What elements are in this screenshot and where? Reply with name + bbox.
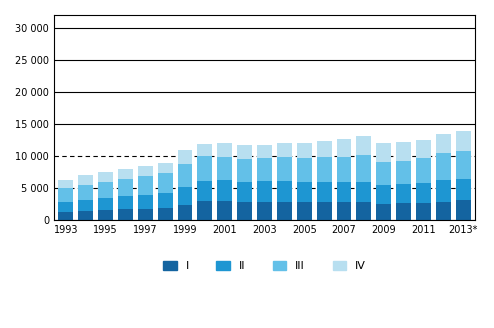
Bar [217, 157, 232, 180]
Legend: I, II, III, IV: I, II, III, IV [159, 256, 370, 276]
Bar [98, 198, 113, 210]
Bar [396, 184, 411, 203]
Bar [177, 164, 193, 187]
Bar [416, 183, 431, 203]
Bar [336, 202, 351, 220]
Bar [118, 178, 133, 196]
Bar [138, 166, 153, 176]
Bar [58, 179, 73, 189]
Bar [158, 193, 172, 208]
Bar [317, 141, 331, 157]
Bar [336, 157, 351, 182]
Bar [456, 131, 471, 151]
Bar [237, 159, 252, 182]
Bar [237, 182, 252, 202]
Bar [356, 202, 371, 220]
Bar [257, 145, 272, 158]
Bar [98, 173, 113, 182]
Bar [257, 181, 272, 202]
Bar [138, 195, 153, 209]
Bar [416, 158, 431, 183]
Bar [58, 202, 73, 212]
Bar [58, 212, 73, 220]
Bar [78, 211, 93, 220]
Bar [376, 143, 391, 162]
Bar [78, 200, 93, 211]
Bar [58, 189, 73, 202]
Bar [78, 175, 93, 185]
Bar [177, 205, 193, 220]
Bar [257, 202, 272, 220]
Bar [277, 157, 292, 181]
Bar [277, 181, 292, 202]
Bar [217, 143, 232, 157]
Bar [118, 196, 133, 209]
Bar [376, 203, 391, 220]
Bar [158, 163, 172, 174]
Bar [158, 174, 172, 193]
Bar [456, 200, 471, 220]
Bar [396, 161, 411, 184]
Bar [257, 158, 272, 181]
Bar [78, 185, 93, 200]
Bar [336, 182, 351, 202]
Bar [436, 202, 451, 220]
Bar [198, 201, 212, 220]
Bar [118, 209, 133, 220]
Bar [297, 143, 312, 158]
Bar [297, 158, 312, 182]
Bar [118, 169, 133, 178]
Bar [297, 182, 312, 202]
Bar [198, 181, 212, 201]
Bar [317, 182, 331, 202]
Bar [436, 134, 451, 153]
Bar [217, 201, 232, 220]
Bar [98, 210, 113, 220]
Bar [436, 180, 451, 202]
Bar [356, 182, 371, 202]
Bar [356, 155, 371, 182]
Bar [456, 178, 471, 200]
Bar [277, 143, 292, 157]
Bar [138, 209, 153, 220]
Bar [376, 185, 391, 203]
Bar [297, 202, 312, 220]
Bar [277, 202, 292, 220]
Bar [217, 180, 232, 201]
Bar [138, 176, 153, 195]
Bar [198, 144, 212, 156]
Bar [416, 140, 431, 158]
Bar [198, 156, 212, 181]
Bar [456, 151, 471, 178]
Bar [177, 187, 193, 205]
Bar [177, 150, 193, 164]
Bar [317, 202, 331, 220]
Bar [416, 203, 431, 220]
Bar [356, 136, 371, 155]
Bar [336, 139, 351, 157]
Bar [376, 162, 391, 185]
Bar [237, 145, 252, 159]
Bar [98, 182, 113, 198]
Bar [158, 208, 172, 220]
Bar [436, 153, 451, 180]
Bar [237, 202, 252, 220]
Bar [396, 203, 411, 220]
Bar [396, 142, 411, 161]
Bar [317, 157, 331, 182]
